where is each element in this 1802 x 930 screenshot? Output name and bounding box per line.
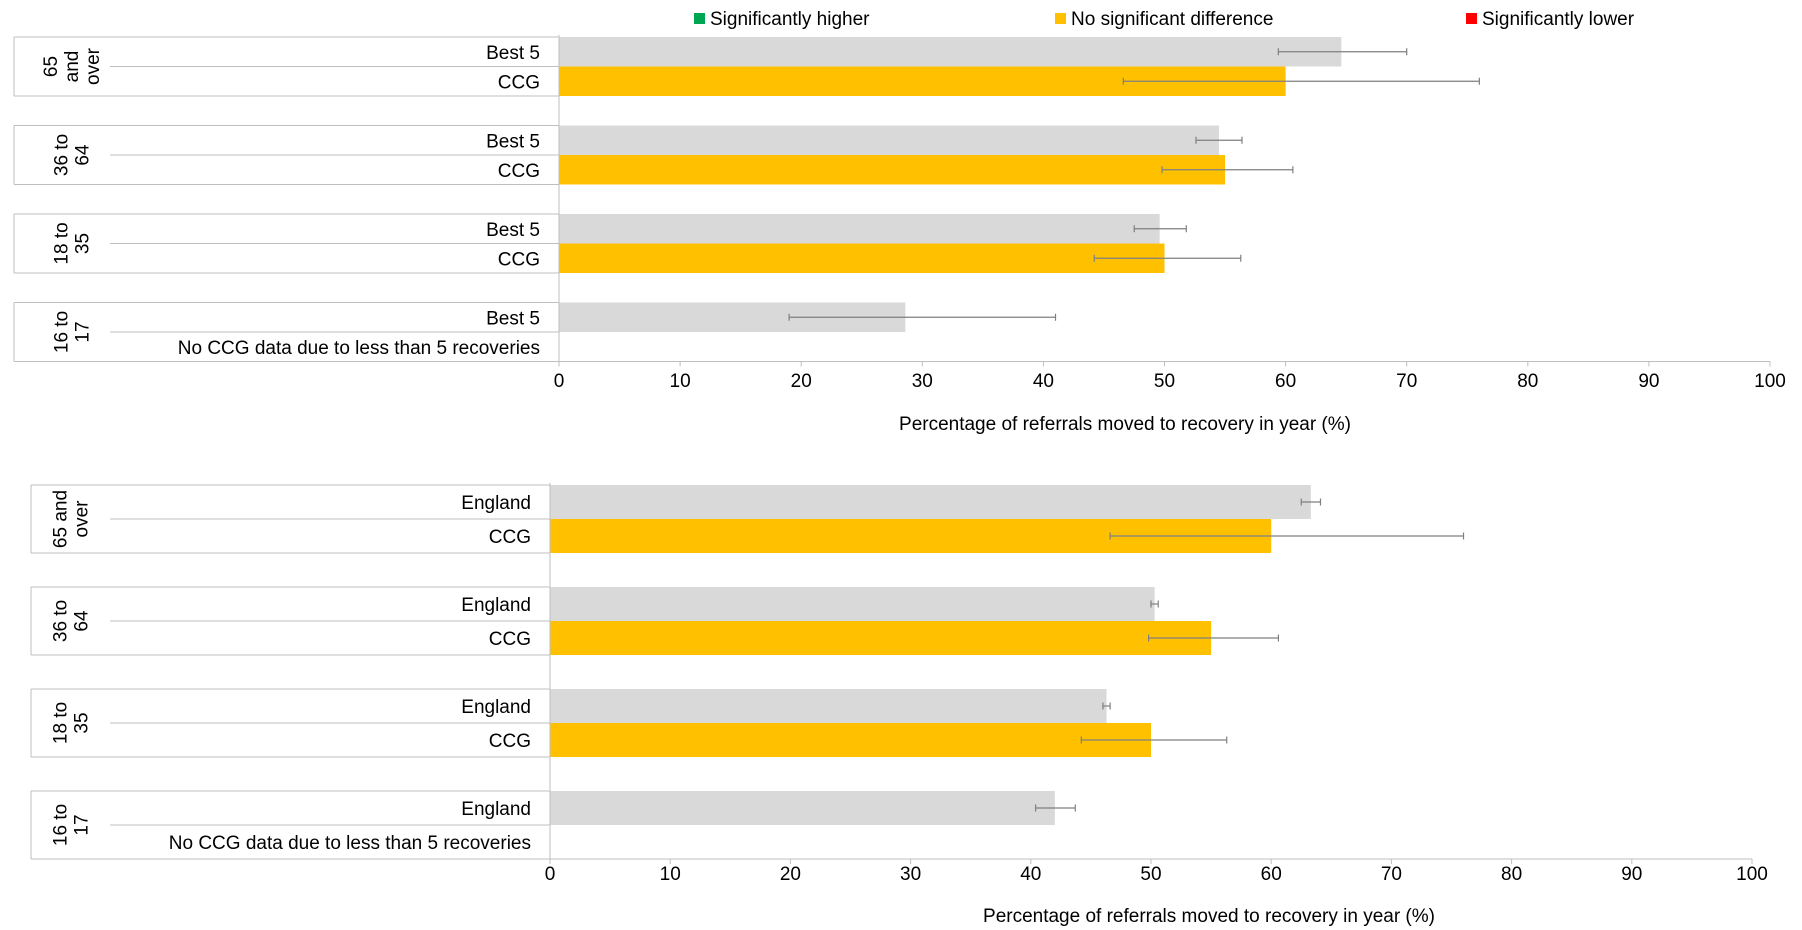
row-label: England	[461, 697, 531, 718]
category-label: 18 to35	[52, 222, 94, 264]
x-tick-label: 90	[1621, 864, 1642, 885]
x-tick-label: 10	[670, 371, 691, 392]
legend-label-significantly-lower: Significantly lower	[1482, 9, 1635, 30]
row-label: England	[461, 493, 531, 514]
x-axis-title: Percentage of referrals moved to recover…	[899, 414, 1351, 435]
comparator-bar	[550, 485, 1311, 519]
x-tick-label: 50	[1140, 864, 1161, 885]
x-tick-label: 0	[554, 371, 565, 392]
category-label-line: over	[72, 500, 93, 538]
x-tick-label: 0	[545, 864, 556, 885]
category-label: 16 to17	[52, 311, 94, 353]
row-label: CCG	[489, 527, 531, 548]
category-label: 36 to64	[51, 600, 93, 642]
category-label-line: 65 and	[51, 490, 72, 548]
legend: Significantly higher No significant diff…	[694, 9, 1635, 30]
row-label: Best 5	[486, 220, 540, 241]
category-label-line: 18 to	[51, 702, 72, 744]
category-label-line: over	[83, 47, 104, 85]
category-label: 36 to64	[52, 134, 94, 176]
row-label: Best 5	[486, 308, 540, 329]
category-label: 65andover	[41, 47, 104, 85]
category-label-line: and	[62, 51, 83, 83]
row-label: England	[461, 799, 531, 820]
category-label-line: 65	[41, 56, 62, 77]
chart-england-comparison: 65 andover England CCG 36 to64 England CCG 18 …	[30, 483, 1768, 927]
x-tick-label: 100	[1736, 864, 1768, 885]
row-label: CCG	[498, 161, 540, 182]
comparator-bar	[550, 587, 1155, 621]
ccg-bar	[550, 723, 1151, 757]
category-label-line: 35	[72, 712, 93, 733]
x-tick-label: 70	[1381, 864, 1402, 885]
comparator-bar	[550, 791, 1055, 825]
row-label: CCG	[498, 72, 540, 93]
comparator-bar	[550, 689, 1107, 723]
legend-label-significantly-higher: Significantly higher	[710, 9, 870, 30]
category-label-line: 16 to	[51, 804, 72, 846]
category-label-line: 17	[72, 814, 93, 835]
category-label-line: 36 to	[52, 134, 73, 176]
category-label-line: 35	[73, 233, 94, 254]
comparator-bar	[559, 214, 1160, 244]
x-tick-label: 60	[1275, 371, 1296, 392]
legend-swatch-significantly-lower	[1466, 13, 1477, 24]
no-data-note: No CCG data due to less than 5 recoverie…	[169, 833, 531, 854]
x-tick-label: 10	[660, 864, 681, 885]
row-label: CCG	[498, 249, 540, 270]
x-tick-label: 30	[900, 864, 921, 885]
x-tick-label: 50	[1154, 371, 1175, 392]
x-tick-label: 20	[791, 371, 812, 392]
row-label: Best 5	[486, 131, 540, 152]
ccg-bar	[550, 621, 1212, 655]
x-tick-label: 100	[1754, 371, 1786, 392]
category-label-line: 64	[73, 144, 94, 166]
legend-swatch-significantly-higher	[694, 13, 705, 24]
x-tick-label: 80	[1501, 864, 1522, 885]
x-tick-label: 40	[1033, 371, 1054, 392]
ccg-bar	[559, 155, 1226, 185]
row-label: England	[461, 595, 531, 616]
x-tick-label: 30	[912, 371, 933, 392]
category-label-line: 17	[73, 321, 94, 342]
row-label: Best 5	[486, 43, 540, 64]
x-tick-label: 70	[1396, 371, 1417, 392]
category-label-line: 18 to	[52, 222, 73, 264]
category-label-line: 36 to	[51, 600, 72, 642]
x-axis-title: Percentage of referrals moved to recover…	[983, 906, 1435, 927]
category-label-line: 64	[72, 610, 93, 632]
category-label: 18 to35	[51, 702, 93, 744]
comparator-bar	[559, 125, 1219, 155]
x-tick-label: 90	[1638, 371, 1659, 392]
comparator-bar	[559, 37, 1342, 67]
category-label: 16 to17	[51, 804, 93, 846]
x-tick-label: 60	[1261, 864, 1282, 885]
category-label-line: 16 to	[52, 311, 73, 353]
legend-label-no-significant-difference: No significant difference	[1071, 9, 1273, 30]
legend-swatch-no-significant-difference	[1055, 13, 1066, 24]
row-label: CCG	[489, 629, 531, 650]
x-tick-label: 40	[1020, 864, 1041, 885]
row-label: CCG	[489, 731, 531, 752]
x-tick-label: 20	[780, 864, 801, 885]
x-tick-label: 80	[1517, 371, 1538, 392]
ccg-bar	[559, 243, 1165, 273]
category-label: 65 andover	[51, 490, 93, 548]
no-data-note: No CCG data due to less than 5 recoverie…	[178, 338, 540, 359]
